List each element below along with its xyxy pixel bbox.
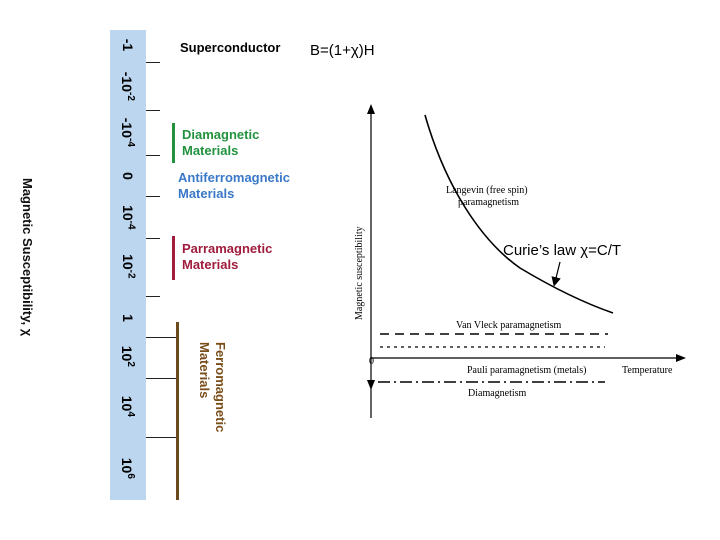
- ferromagnetic-label: Ferromagnetic Materials: [196, 342, 228, 432]
- diamagnetic-bar: [172, 123, 175, 163]
- diamagnetic-label: Diamagnetic Materials: [182, 127, 259, 159]
- scale-tick-line: [146, 155, 160, 156]
- antiferromagnetic-line2: Materials: [178, 186, 235, 201]
- pauli-label: Pauli paramagnetism (metals): [467, 365, 586, 376]
- superconductor-label: Superconductor: [180, 40, 281, 55]
- paramagnetic-line2: Materials: [182, 257, 239, 272]
- plot-zero-label: 0: [369, 356, 374, 367]
- scale-tick-line: [146, 378, 178, 379]
- plot-negative-arrow: [367, 380, 375, 390]
- susceptibility-scale-bar: [110, 30, 146, 500]
- scale-tick-line: [146, 337, 178, 338]
- antiferromagnetic-label: Antiferromagnetic Materials: [178, 170, 290, 202]
- plot-y-label: Magnetic susceptibility: [354, 226, 365, 320]
- paramagnetic-bar: [172, 236, 175, 280]
- scale-tick-line: [146, 296, 160, 297]
- scale-tick-line: [146, 110, 160, 111]
- induction-equation: B=(1+χ)H: [310, 42, 375, 59]
- ferromagnetic-line2: Materials: [197, 342, 212, 399]
- curie-pointer: [551, 261, 561, 287]
- paramagnetic-label: Parramagnetic Materials: [182, 241, 272, 273]
- van-vleck-label: Van Vleck paramagnetism: [456, 320, 562, 331]
- curie-law-label: Curie’s law χ=C/T: [503, 242, 622, 259]
- diamagnetic-line2: Materials: [182, 143, 239, 158]
- plot-y-axis-arrow: [367, 104, 375, 114]
- langevin-label-line2: paramagnetism: [458, 197, 519, 208]
- scale-tick-line: [146, 62, 160, 63]
- scale-tick-line: [146, 238, 160, 239]
- antiferromagnetic-line1: Antiferromagnetic: [178, 170, 290, 185]
- ferromagnetic-line1: Ferromagnetic: [213, 342, 228, 433]
- langevin-curve: [424, 114, 614, 314]
- diamagnetic-line1: Diamagnetic: [182, 127, 260, 142]
- paramagnetic-line1: Parramagnetic: [182, 241, 273, 256]
- scale-tick-line: [146, 437, 178, 438]
- langevin-label-line1: Langevin (free spin): [446, 185, 528, 196]
- axis-title: Magnetic Susceptibility, χ: [20, 178, 35, 337]
- ferromagnetic-bar: [176, 322, 179, 500]
- plot-x-label: Temperature: [622, 365, 673, 376]
- scale-tick-line: [146, 196, 160, 197]
- plot-x-axis-arrow: [676, 354, 686, 362]
- diamagnetism-label: Diamagnetism: [468, 388, 527, 399]
